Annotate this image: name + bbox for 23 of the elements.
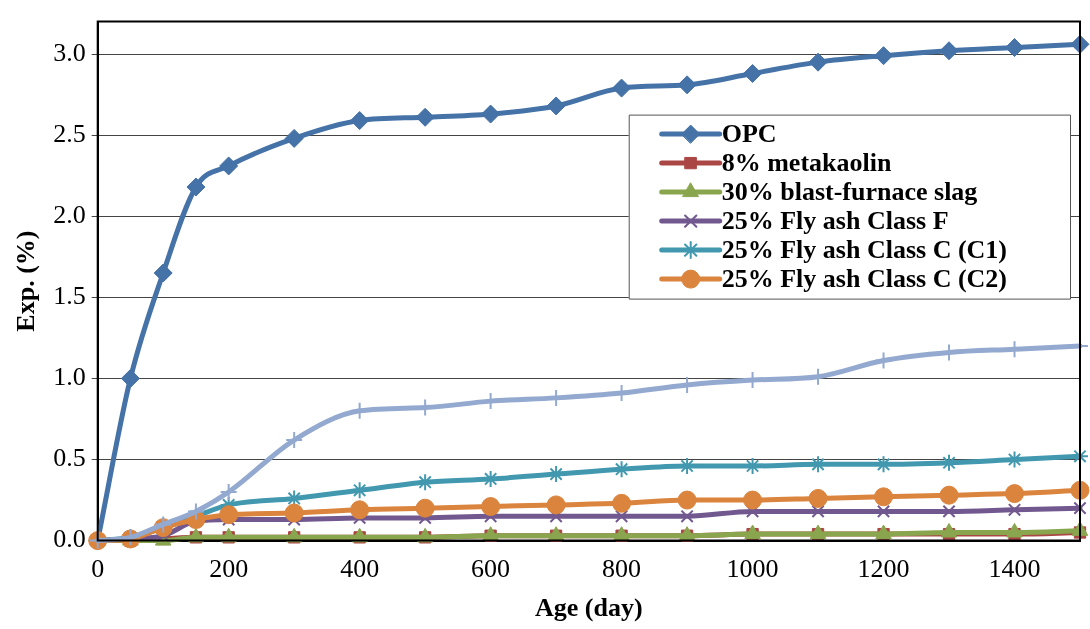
legend-label: 8% metakaolin	[721, 147, 892, 177]
y-tick-label: 1.5	[53, 281, 86, 311]
legend-label: OPC	[721, 118, 777, 148]
legend-label: 25% Fly ash Class C (C2)	[721, 263, 1008, 293]
y-tick-label: 0.0	[53, 524, 86, 554]
y-axis-title: Exp. (%)	[11, 230, 41, 332]
legend-label: 25% Fly ash Class C (C1)	[721, 234, 1008, 264]
x-tick-label: 0	[91, 554, 105, 584]
y-tick-label: 1.0	[53, 362, 86, 392]
x-tick-label: 600	[471, 554, 511, 584]
x-tick-label: 1200	[857, 554, 910, 584]
y-tick-label: 3.0	[53, 37, 86, 67]
x-tick-label: 200	[209, 554, 249, 584]
x-tick-label: 1000	[726, 554, 779, 584]
x-axis-title: Age (day)	[535, 593, 643, 623]
legend-label: 30% blast-furnace slag	[721, 176, 978, 206]
x-tick-label: 800	[602, 554, 642, 584]
x-tick-label: 400	[340, 554, 380, 584]
y-tick-label: 0.5	[53, 443, 86, 473]
y-tick-label: 2.5	[53, 118, 86, 148]
x-tick-label: 1400	[988, 554, 1041, 584]
legend-label: 25% Fly ash Class F	[721, 205, 949, 235]
y-tick-label: 2.0	[53, 200, 86, 230]
